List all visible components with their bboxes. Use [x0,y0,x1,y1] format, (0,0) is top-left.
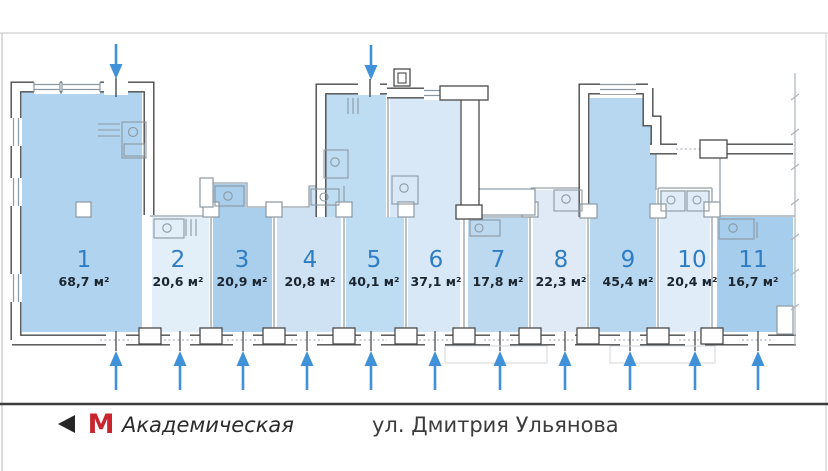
metro-logo-icon: М [88,409,115,440]
entrance-arrow-bottom [236,351,250,390]
entrance-arrow-bottom [364,351,378,390]
unit-8-area-label: 22,3 м² [536,274,587,289]
entrance-arrows-top [109,44,378,80]
entrance-arrow-bottom [688,351,702,390]
bottom-wall-doors [100,327,774,351]
entrance-arrows-bottom [109,351,765,390]
footer: М Академическая ул. Дмитрия Ульянова [0,402,828,440]
unit-5-number: 5 [367,247,382,273]
entrance-arrow-top [109,44,123,79]
unit-1-area-label: 68,7 м² [59,274,110,289]
wall-openings [10,78,728,302]
unit-11-number: 11 [738,247,767,273]
unit-4-area-label: 20,8 м² [285,274,336,289]
unit-11-area-label: 16,7 м² [728,274,779,289]
entrance-arrow-bottom [173,351,187,390]
bathroom-fixtures [98,98,758,240]
unit-8-number: 8 [554,247,569,273]
unit-9-area[interactable] [590,98,656,332]
unit-6-area[interactable] [390,96,460,332]
unit-2-area-label: 20,6 м² [153,274,204,289]
unit-4-area[interactable] [277,187,341,332]
unit-10-area-label: 20,4 м² [667,274,718,289]
unit-1-number: 1 [77,247,92,273]
unit-9-area-label: 45,4 м² [603,274,654,289]
entrance-arrow-bottom [558,351,572,390]
metro-station-label: Академическая [120,413,294,437]
unit-3-area[interactable] [213,184,272,332]
entrance-arrow-bottom [493,351,507,390]
frame-lines [0,32,828,471]
unit-10-area[interactable] [660,190,710,332]
break-line [790,73,800,345]
entrance-arrow-bottom [623,351,637,390]
entrance-arrow-bottom [300,351,314,390]
back-triangle-icon [58,415,75,433]
unit-9-number: 9 [621,247,636,273]
unit-10-number: 10 [677,247,706,273]
unit-labels: 1 68,7 м² 2 20,6 м² 3 20,9 м² 4 20,8 м² … [59,247,779,289]
unit-2-number: 2 [171,247,186,273]
entrance-arrow-top [364,45,378,80]
unit-3-area-label: 20,9 м² [217,274,268,289]
unit-2-area[interactable] [152,217,209,332]
unit-6-number: 6 [429,247,444,273]
wall-pillars [75,68,794,335]
entrance-arrow-bottom [428,351,442,390]
unit-7-number: 7 [491,247,506,273]
unit-4-number: 4 [303,247,318,273]
unit-7-area[interactable] [468,218,528,332]
entrance-arrow-bottom [751,351,765,390]
unit-8-area[interactable] [533,190,586,332]
unit-7-area-label: 17,8 м² [473,274,524,289]
annex-outlines [444,345,716,364]
unit-5-area-label: 40,1 м² [349,274,400,289]
unit-3-number: 3 [235,247,250,273]
street-label: ул. Дмитрия Ульянова [372,413,619,437]
rooftop-shaft [397,72,407,84]
unit-6-area-label: 37,1 м² [411,274,462,289]
unit-11-area[interactable] [717,217,793,332]
entrance-arrow-bottom [109,351,123,390]
